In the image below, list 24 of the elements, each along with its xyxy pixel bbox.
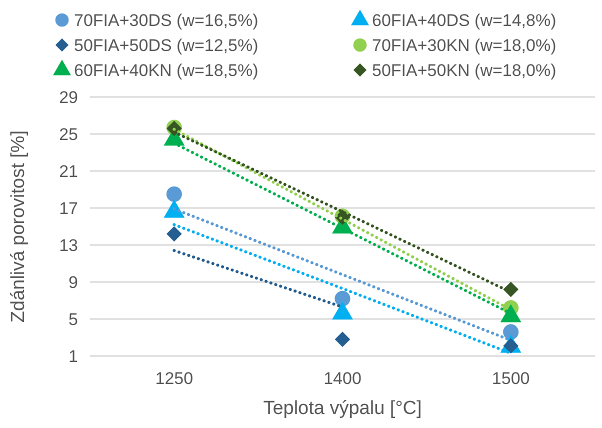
y-tick-label: 21 [59, 162, 78, 181]
y-tick-label: 25 [59, 124, 78, 144]
y-tick-label: 9 [68, 272, 78, 292]
x-tick-label: 1250 [155, 369, 194, 388]
point [166, 186, 182, 202]
y-tick-label: 1 [68, 346, 78, 366]
legend-label: 50FIA+50DS (w=12,5%) [74, 36, 258, 55]
legend-label: 70FIA+30KN (w=18,0%) [372, 36, 556, 55]
y-tick-label: 29 [59, 88, 78, 107]
y-tick-label: 13 [59, 236, 78, 255]
point [503, 324, 519, 340]
legend-label: 50FIA+50KN (w=18,0%) [372, 60, 556, 80]
legend-label: 60FIA+40DS (w=14,8%) [372, 10, 556, 30]
y-tick-label: 5 [68, 310, 78, 329]
legend-label: 60FIA+40KN (w=18,5%) [74, 60, 258, 80]
y-axis-title: Zdánlivá porovitost [%] [8, 130, 29, 323]
x-tick-label: 1500 [492, 369, 530, 388]
legend-label: 70FIA+30DS (w=16,5%) [74, 10, 258, 30]
x-tick-label: 1400 [324, 369, 362, 388]
point [334, 290, 350, 306]
point [166, 226, 182, 242]
y-tick-label: 17 [59, 198, 78, 218]
point [334, 332, 350, 348]
x-axis-title: Teplota výpalu [°C] [263, 398, 422, 419]
